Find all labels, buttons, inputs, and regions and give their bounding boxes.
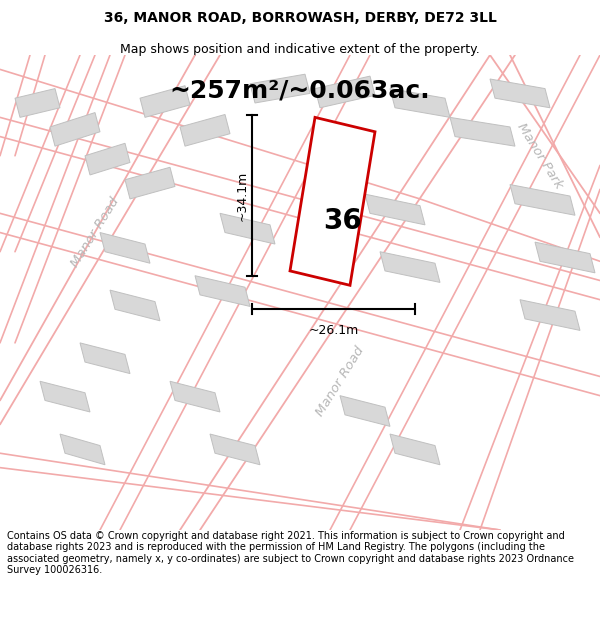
Polygon shape — [170, 381, 220, 412]
Polygon shape — [60, 434, 105, 465]
Text: ~257m²/~0.063ac.: ~257m²/~0.063ac. — [170, 79, 430, 102]
Polygon shape — [490, 79, 550, 107]
Polygon shape — [195, 276, 250, 306]
Text: 36: 36 — [323, 206, 362, 234]
Text: Contains OS data © Crown copyright and database right 2021. This information is : Contains OS data © Crown copyright and d… — [7, 531, 574, 576]
Polygon shape — [290, 118, 375, 285]
Text: Manor Road: Manor Road — [313, 344, 367, 419]
Polygon shape — [50, 112, 100, 146]
Polygon shape — [510, 184, 575, 215]
Polygon shape — [220, 213, 275, 244]
Polygon shape — [80, 343, 130, 374]
Text: 36, MANOR ROAD, BORROWASH, DERBY, DE72 3LL: 36, MANOR ROAD, BORROWASH, DERBY, DE72 3… — [104, 11, 496, 25]
Text: Manor Park: Manor Park — [515, 121, 565, 191]
Polygon shape — [365, 194, 425, 225]
Polygon shape — [210, 434, 260, 465]
Polygon shape — [140, 86, 190, 118]
Polygon shape — [535, 242, 595, 273]
Polygon shape — [40, 381, 90, 412]
Polygon shape — [250, 74, 310, 103]
Polygon shape — [85, 143, 130, 175]
Polygon shape — [315, 76, 375, 108]
Text: Map shows position and indicative extent of the property.: Map shows position and indicative extent… — [120, 43, 480, 56]
Text: ~34.1m: ~34.1m — [235, 171, 248, 221]
Polygon shape — [390, 89, 450, 118]
Polygon shape — [380, 252, 440, 282]
Polygon shape — [15, 89, 60, 118]
Polygon shape — [110, 290, 160, 321]
Text: Manor Road: Manor Road — [68, 196, 122, 270]
Polygon shape — [520, 300, 580, 331]
Text: ~26.1m: ~26.1m — [308, 324, 359, 337]
Polygon shape — [180, 114, 230, 146]
Polygon shape — [100, 232, 150, 263]
Polygon shape — [125, 168, 175, 199]
Polygon shape — [390, 434, 440, 465]
Polygon shape — [340, 396, 390, 426]
Polygon shape — [450, 118, 515, 146]
